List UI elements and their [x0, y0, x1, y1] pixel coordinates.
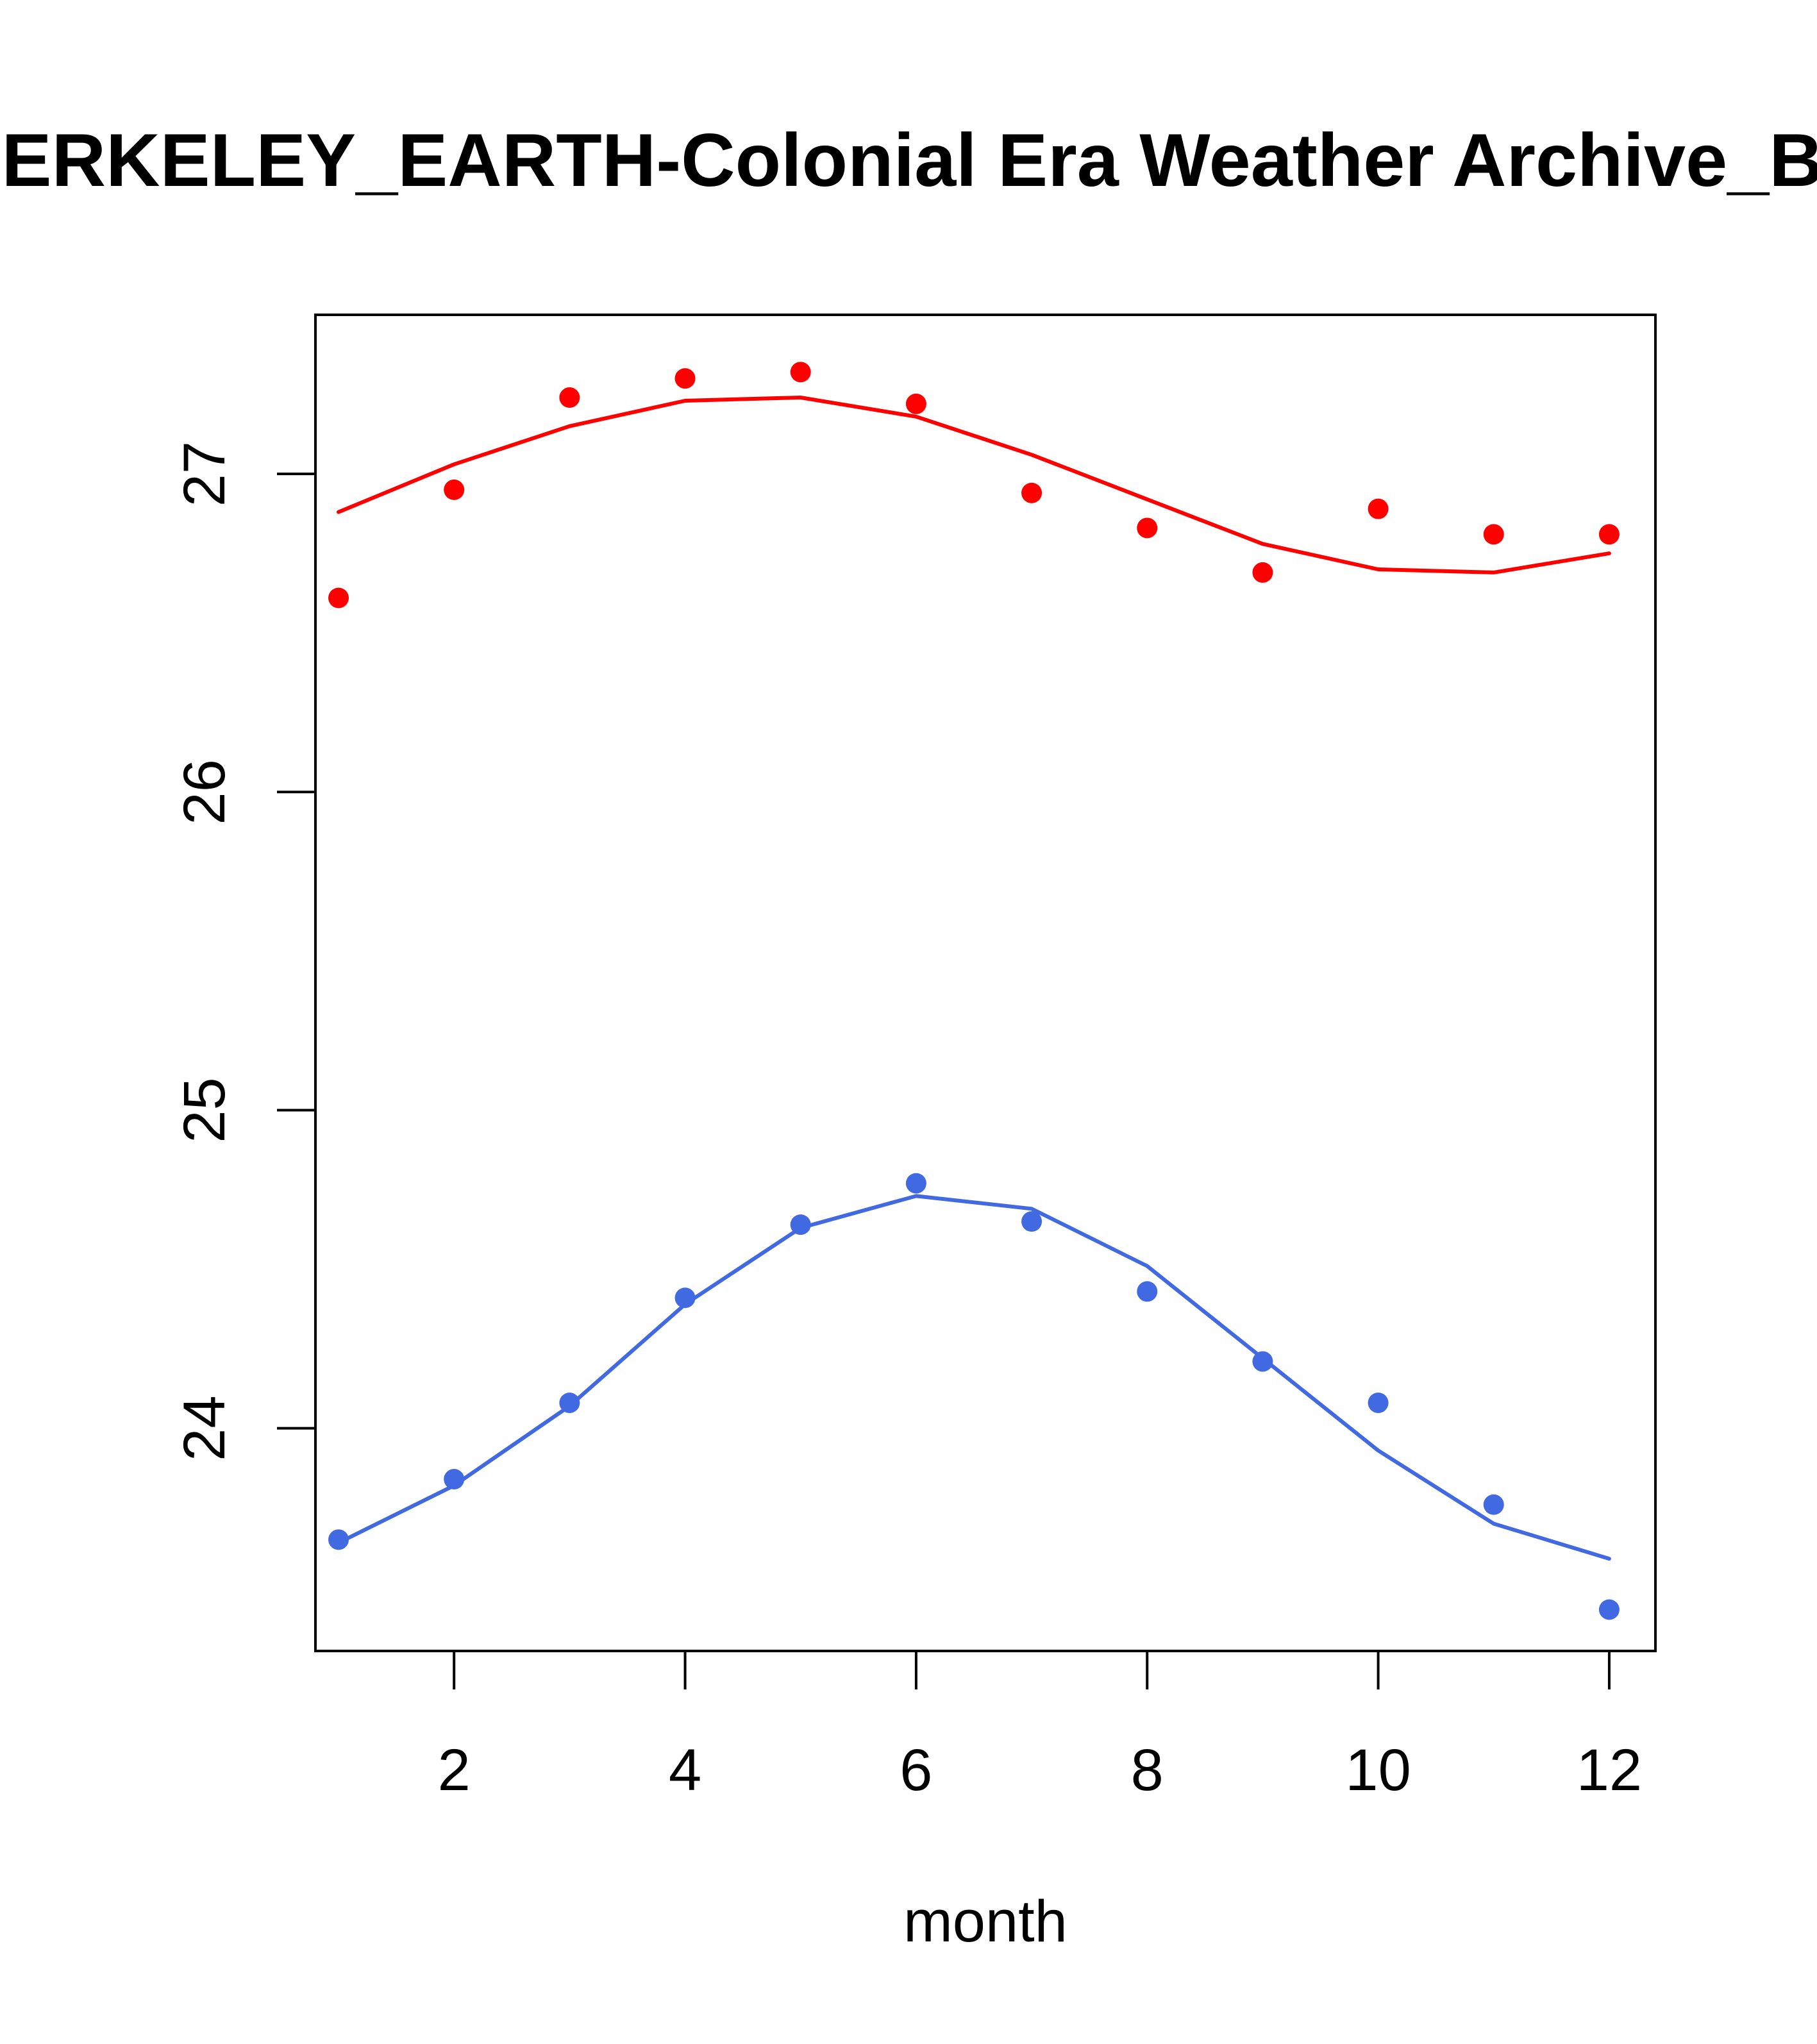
plot-area: [314, 314, 1657, 1652]
series-1-point: [1021, 482, 1042, 503]
series-1-fit-line: [337, 396, 1611, 574]
y-tick-label: 27: [172, 441, 237, 507]
series-1-point: [1483, 524, 1504, 545]
x-axis-label: month: [903, 1889, 1068, 1954]
series-1-point: [1368, 498, 1389, 519]
series-2-point: [1137, 1281, 1158, 1302]
series-1-point: [674, 368, 696, 389]
series-2-point: [444, 1469, 465, 1490]
y-tick-label: 24: [172, 1395, 237, 1461]
series-2-point: [790, 1214, 811, 1236]
y-tick-label: 26: [172, 759, 237, 825]
series-2-point: [1021, 1211, 1042, 1232]
x-tick-label: 12: [1577, 1738, 1642, 1803]
series-1-point: [559, 387, 580, 408]
series-1-point: [1252, 562, 1273, 583]
y-tick-label: 25: [172, 1077, 237, 1143]
series-1: [328, 362, 1620, 608]
series-1-point: [905, 393, 926, 414]
series-2-point: [1598, 1599, 1620, 1620]
series-1-point: [1137, 517, 1158, 539]
x-axis: 2 4 6 8 10 12: [438, 1651, 1642, 1803]
series-2-point: [1252, 1351, 1273, 1372]
x-tick-label: 4: [669, 1738, 701, 1803]
series-1-point: [444, 479, 465, 500]
y-axis: 24 25 26 27: [172, 441, 315, 1461]
x-tick-label: 10: [1345, 1738, 1411, 1803]
series-2-point: [905, 1173, 926, 1194]
x-tick-label: 6: [900, 1738, 932, 1803]
series-2-point: [1483, 1494, 1504, 1515]
series-layer: [328, 362, 1620, 1620]
series-1-point: [1598, 524, 1620, 545]
chart-title: BERKELEY_EARTH-Colonial Era Weather Arch…: [0, 118, 1817, 202]
plot-frame: [314, 314, 1657, 1652]
series-2-point: [674, 1287, 696, 1309]
series-1-point: [328, 587, 349, 608]
series-2: [328, 1173, 1620, 1620]
x-tick-label: 8: [1131, 1738, 1164, 1803]
series-2-point: [1368, 1392, 1389, 1413]
series-2-fit-line: [337, 1194, 1611, 1561]
series-1-point: [790, 362, 811, 383]
x-tick-label: 2: [438, 1738, 471, 1803]
series-2-point: [328, 1529, 349, 1550]
series-2-point: [559, 1392, 580, 1413]
